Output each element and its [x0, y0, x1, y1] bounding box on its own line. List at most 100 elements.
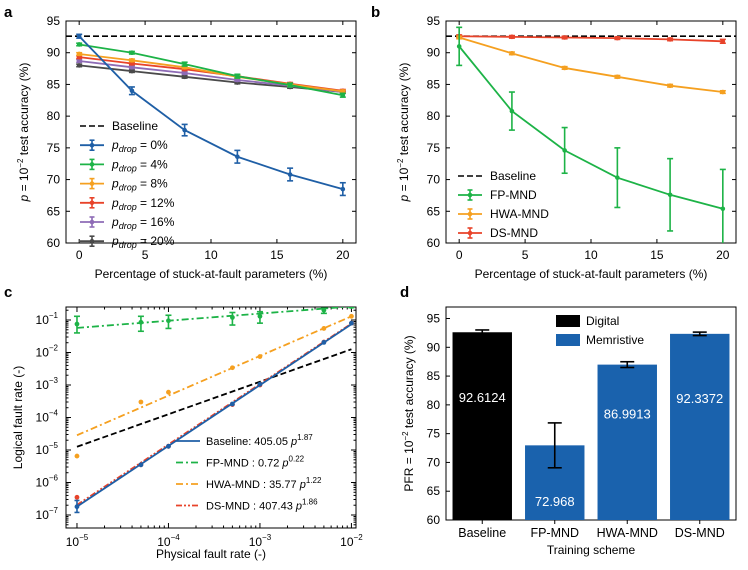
series-group [76, 33, 346, 197]
legend-label-post: = 12% [137, 196, 175, 210]
y-tick-base: 10 [36, 443, 50, 457]
panel-c-chart: 10−5 10−4 10−3 10−210−710−610−510−410−310−2… [11, 306, 364, 561]
legend-swatch-marker [89, 200, 95, 206]
x-tick-exp: −3 [262, 533, 272, 542]
x-tick-label: 10−3 [249, 533, 272, 549]
y-tick-label: 60 [47, 236, 61, 250]
x-tick-label: 10 [204, 248, 218, 262]
y-tick-label: 85 [427, 369, 441, 383]
legend-label-exp: 1.87 [297, 433, 313, 442]
legend-label-exp: 1.22 [306, 476, 322, 485]
legend-label: pdrop = 0% [111, 138, 168, 154]
series-line [458, 45, 724, 210]
x-tick-label: 5 [142, 248, 149, 262]
y-tick-label: 10−3 [36, 376, 59, 392]
x-tick-label: 10 [584, 248, 598, 262]
data-point [166, 318, 171, 324]
y-axis-label: PFR = 10−2 test accuracy (%) [401, 335, 416, 491]
legend-label-post: = 8% [137, 177, 168, 191]
x-axis-label: Physical fault rate (-) [156, 547, 266, 561]
data-point [509, 51, 515, 56]
panel-letter-c: c [4, 284, 12, 301]
bar [670, 333, 730, 520]
data-point [76, 58, 82, 64]
y-axis-label: p = 10−2 test accuracy (%) [396, 63, 411, 203]
legend-label-sub: drop [119, 183, 137, 193]
x-tick-exp: −2 [354, 533, 364, 542]
data-point [667, 83, 673, 88]
data-point [615, 74, 620, 80]
y-axis-label-mid: = 10 [397, 167, 411, 194]
data-point [257, 381, 263, 387]
legend-label-p: p [111, 196, 119, 210]
fit-line [76, 315, 352, 437]
legend-label-post: = 16% [137, 215, 175, 229]
data-point [615, 175, 620, 180]
y-tick-label: 85 [427, 77, 441, 91]
legend-swatch-marker [89, 142, 95, 148]
panel-letter-b: b [371, 4, 380, 21]
legend-label-text: Baseline: 405.05 [206, 436, 291, 448]
y-tick-label: 90 [47, 46, 61, 60]
y-tick-label: 75 [427, 427, 441, 441]
y-tick-label: 10−4 [36, 409, 59, 425]
data-point [321, 307, 327, 313]
legend-label: FP-MND : 0.72 p0.22 [206, 455, 305, 470]
data-point [138, 462, 144, 468]
data-point [287, 172, 293, 177]
data-point [74, 321, 80, 327]
y-tick-label: 75 [47, 141, 61, 155]
y-tick-label: 80 [427, 398, 441, 412]
data-point [182, 70, 187, 76]
legend-label-sub: drop [119, 240, 137, 250]
legend-label: Baseline: 405.05 p1.87 [206, 433, 313, 448]
legend-label: DS-MND [490, 226, 538, 240]
data-point [349, 313, 354, 319]
data-point [166, 443, 171, 449]
bar [452, 332, 512, 520]
legend-swatch-marker [467, 192, 473, 198]
legend-label-text: DS-MND : 407.43 [206, 501, 296, 513]
legend-label-p: p [111, 234, 119, 248]
y-tick-label: 10−7 [36, 506, 59, 522]
y-tick-base: 10 [36, 313, 50, 327]
x-tick-exp: −5 [79, 533, 89, 542]
y-tick-label: 95 [427, 312, 441, 326]
legend-label: Digital [586, 314, 619, 328]
legend-label-text: HWA-MND : 35.77 [206, 479, 300, 491]
y-tick-base: 10 [36, 411, 50, 425]
x-tick-label: DS-MND [675, 526, 725, 540]
x-axis-label: Percentage of stuck-at-fault parameters … [475, 267, 708, 281]
data-point [349, 307, 354, 309]
legend-label-p: p [111, 157, 119, 171]
panel-d-chart: 60 65 70 75 80 85 90 95 92.6124 Baseline 72.968 FP-… [401, 306, 737, 557]
y-axis-label-suffix: test accuracy (%) [397, 63, 411, 159]
legend-swatch [556, 315, 580, 327]
y-tick-label: 10−1 [36, 311, 59, 327]
data-point [129, 68, 135, 74]
legend-label: pdrop = 12% [111, 196, 175, 212]
data-point [720, 89, 726, 95]
panel-letter-a: a [4, 4, 13, 21]
y-tick-label: 65 [47, 204, 61, 218]
data-point [287, 82, 293, 88]
x-tick-base: 10 [66, 535, 80, 549]
y-axis-label-p: p [397, 194, 411, 202]
data-point [138, 399, 144, 405]
legend-baseline-label: Baseline [490, 169, 536, 183]
y-tick-label: 75 [427, 141, 441, 155]
legend-baseline-label: Baseline [112, 119, 158, 133]
bar-value-label: 92.6124 [459, 390, 506, 405]
y-tick-base: 10 [36, 476, 50, 490]
legend-label-p: p [299, 479, 306, 491]
legend-label-sub: drop [119, 221, 137, 231]
legend-label-sub: drop [119, 202, 137, 212]
y-axis-label: Logical fault rate (-) [11, 366, 25, 469]
y-tick-base: 10 [36, 378, 50, 392]
y-axis-label-sup: −2 [16, 158, 25, 168]
legend-swatch [556, 334, 580, 346]
y-tick-exp: −3 [49, 376, 59, 385]
data-point [615, 35, 620, 41]
data-point [230, 365, 235, 371]
